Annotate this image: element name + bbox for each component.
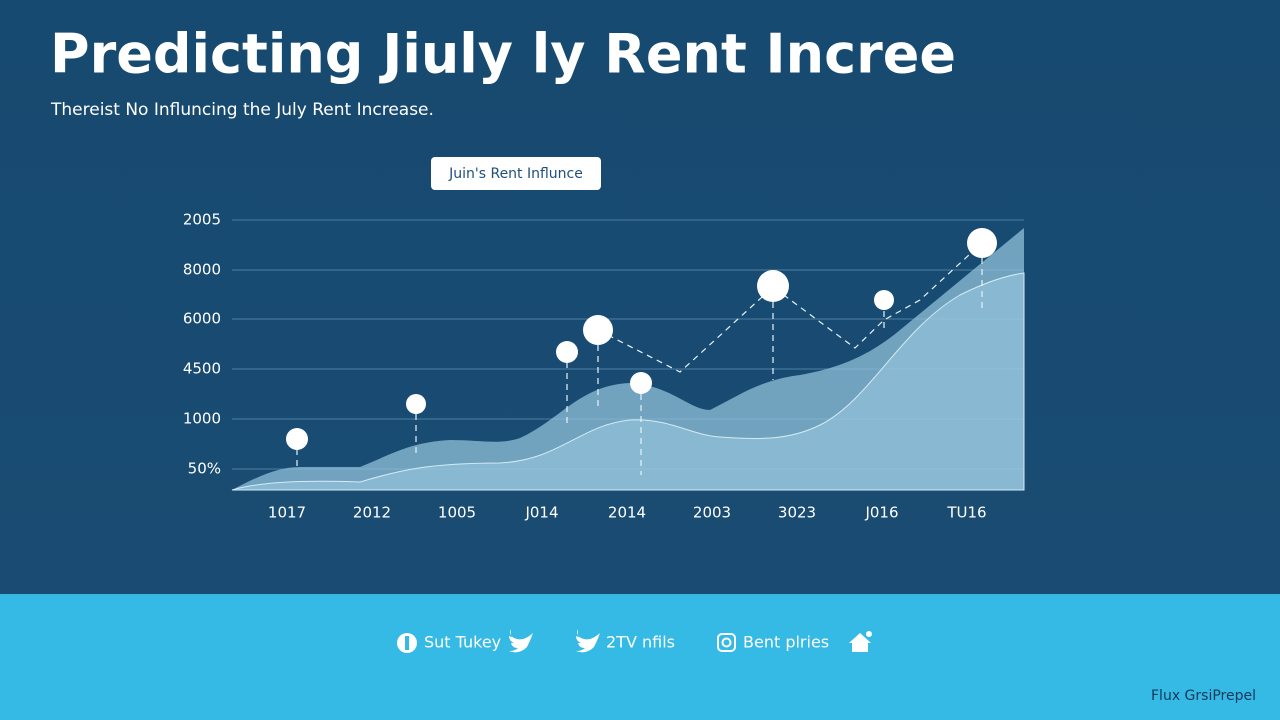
footer-link[interactable]: 2TV nfils: [606, 633, 675, 652]
markers: [286, 228, 997, 450]
icon: [717, 633, 736, 652]
y-label: 2005: [183, 211, 221, 229]
marker: [286, 428, 308, 450]
y-label: 4500: [183, 360, 221, 378]
icon: [576, 629, 600, 653]
footer-links: Sut Tukey 2TV nfils Bent plries: [397, 629, 872, 653]
marker: [757, 270, 789, 302]
x-label: J014: [524, 504, 558, 522]
marker: [556, 341, 578, 363]
marker: [630, 372, 652, 394]
marker: [874, 290, 894, 310]
legend-label: Juin's Rent Influnce: [448, 166, 583, 182]
y-label: 50%: [188, 460, 221, 478]
icon: [509, 629, 533, 653]
x-label: 2003: [693, 504, 731, 522]
title: Predicting Jiuly ly Rent Incree: [50, 23, 956, 86]
connectors: [296, 242, 983, 475]
credit: Flux GrsiPrepel: [1151, 688, 1256, 704]
background: [0, 0, 1280, 594]
footer-band: [0, 594, 1280, 720]
marker: [583, 315, 613, 345]
x-label: 1017: [268, 504, 306, 522]
y-label: 6000: [183, 310, 221, 328]
footer-link[interactable]: Bent plries: [743, 633, 829, 652]
legend-box: [431, 157, 601, 190]
x-label: 3023: [778, 504, 816, 522]
x-label: 2012: [353, 504, 391, 522]
y-label: 8000: [183, 261, 221, 279]
dashed-line: [597, 242, 983, 373]
icon: [849, 633, 871, 652]
marker: [967, 228, 997, 258]
icon: [721, 637, 732, 648]
x-label: TU16: [946, 504, 986, 522]
marker: [406, 394, 426, 414]
subtitle: Thereist No Influncing the July Rent Inc…: [50, 100, 434, 120]
icon: [866, 631, 872, 637]
area-front: [231, 272, 1025, 491]
x-label: 2014: [608, 504, 646, 522]
x-label: J016: [864, 504, 898, 522]
x-label: 1005: [438, 504, 476, 522]
footer-link[interactable]: Sut Tukey: [424, 633, 501, 652]
y-label: 1000: [183, 410, 221, 428]
icon: [405, 636, 409, 650]
